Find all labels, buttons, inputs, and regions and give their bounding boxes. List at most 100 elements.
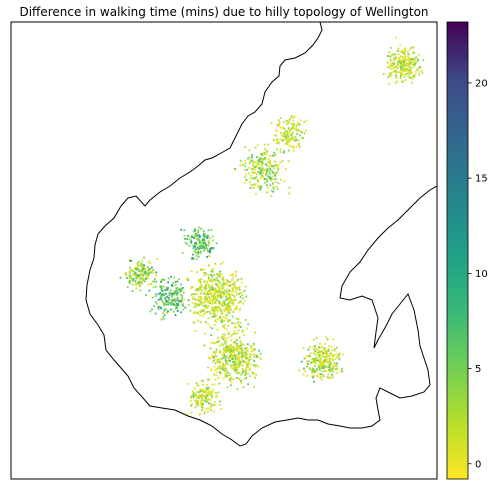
data-point <box>229 280 232 283</box>
data-point <box>228 310 231 313</box>
data-point <box>230 299 233 301</box>
data-point <box>319 366 322 369</box>
data-point <box>318 350 320 352</box>
data-point <box>206 280 209 283</box>
data-point <box>253 353 255 355</box>
data-point <box>255 173 258 176</box>
data-point <box>219 349 221 352</box>
data-point <box>203 411 206 413</box>
data-point <box>196 243 198 246</box>
data-point <box>390 72 393 74</box>
data-point <box>219 367 222 370</box>
data-point <box>207 386 210 389</box>
data-point <box>213 351 216 353</box>
data-point <box>226 386 229 389</box>
data-point <box>328 366 331 368</box>
data-point <box>205 391 207 394</box>
data-point <box>221 353 223 356</box>
data-point <box>216 361 219 363</box>
data-point <box>214 401 216 404</box>
data-point <box>260 170 263 173</box>
data-point <box>175 307 177 310</box>
data-point <box>406 69 409 71</box>
data-point <box>249 346 252 349</box>
data-point <box>395 64 398 67</box>
data-point <box>255 354 258 356</box>
data-point <box>315 337 318 339</box>
data-point <box>412 52 414 55</box>
data-point <box>322 363 325 366</box>
data-point <box>276 164 278 166</box>
data-point <box>193 293 196 296</box>
data-point <box>270 122 273 124</box>
data-point <box>213 383 216 386</box>
data-point <box>393 57 396 60</box>
data-point <box>211 393 213 396</box>
data-point <box>129 269 132 272</box>
data-point <box>217 306 220 308</box>
data-point <box>224 339 227 342</box>
data-point <box>207 301 210 304</box>
data-point <box>173 304 175 306</box>
data-point <box>280 132 283 134</box>
data-point <box>240 361 242 363</box>
data-point <box>318 364 321 367</box>
data-point <box>328 363 331 366</box>
data-point <box>229 335 232 338</box>
data-point <box>225 347 228 350</box>
data-point <box>144 268 146 270</box>
data-point <box>231 278 233 281</box>
data-point <box>210 292 213 295</box>
data-point <box>336 372 338 374</box>
data-point <box>181 289 184 292</box>
data-point <box>160 297 163 300</box>
data-point <box>213 306 216 308</box>
data-point <box>403 59 406 62</box>
data-point <box>166 311 169 314</box>
data-point <box>237 352 240 355</box>
data-point <box>316 368 318 370</box>
data-point <box>247 343 249 346</box>
data-point <box>216 368 218 371</box>
data-point <box>218 294 221 297</box>
data-point <box>287 149 290 152</box>
data-point <box>227 333 230 336</box>
data-point <box>329 370 332 373</box>
data-point <box>216 290 219 292</box>
data-point <box>206 248 209 251</box>
data-point <box>314 350 317 353</box>
data-point <box>205 246 208 249</box>
data-point <box>204 311 207 314</box>
colorbar-gradient <box>447 22 468 479</box>
data-point <box>211 303 214 305</box>
data-point <box>254 171 257 174</box>
data-point <box>167 286 170 289</box>
data-point <box>244 370 247 373</box>
data-point <box>146 271 149 274</box>
data-point <box>219 370 221 373</box>
data-point <box>222 300 224 303</box>
data-point <box>212 404 215 406</box>
data-point <box>321 363 323 365</box>
data-point <box>244 352 247 355</box>
data-point <box>315 358 318 361</box>
data-point <box>279 138 282 141</box>
data-point <box>391 54 393 56</box>
data-point <box>198 247 201 250</box>
data-point <box>403 48 406 51</box>
data-point <box>245 367 248 369</box>
data-point <box>223 309 226 312</box>
data-point <box>263 158 265 161</box>
data-point <box>167 297 170 299</box>
data-point <box>249 187 252 189</box>
data-point <box>300 360 303 363</box>
data-point <box>217 284 219 287</box>
data-point <box>194 330 197 332</box>
data-point <box>198 234 201 237</box>
data-point <box>119 276 122 279</box>
data-point <box>389 63 392 66</box>
data-point <box>262 168 264 171</box>
data-point <box>212 239 214 242</box>
data-point <box>198 299 201 302</box>
data-point <box>234 358 237 361</box>
